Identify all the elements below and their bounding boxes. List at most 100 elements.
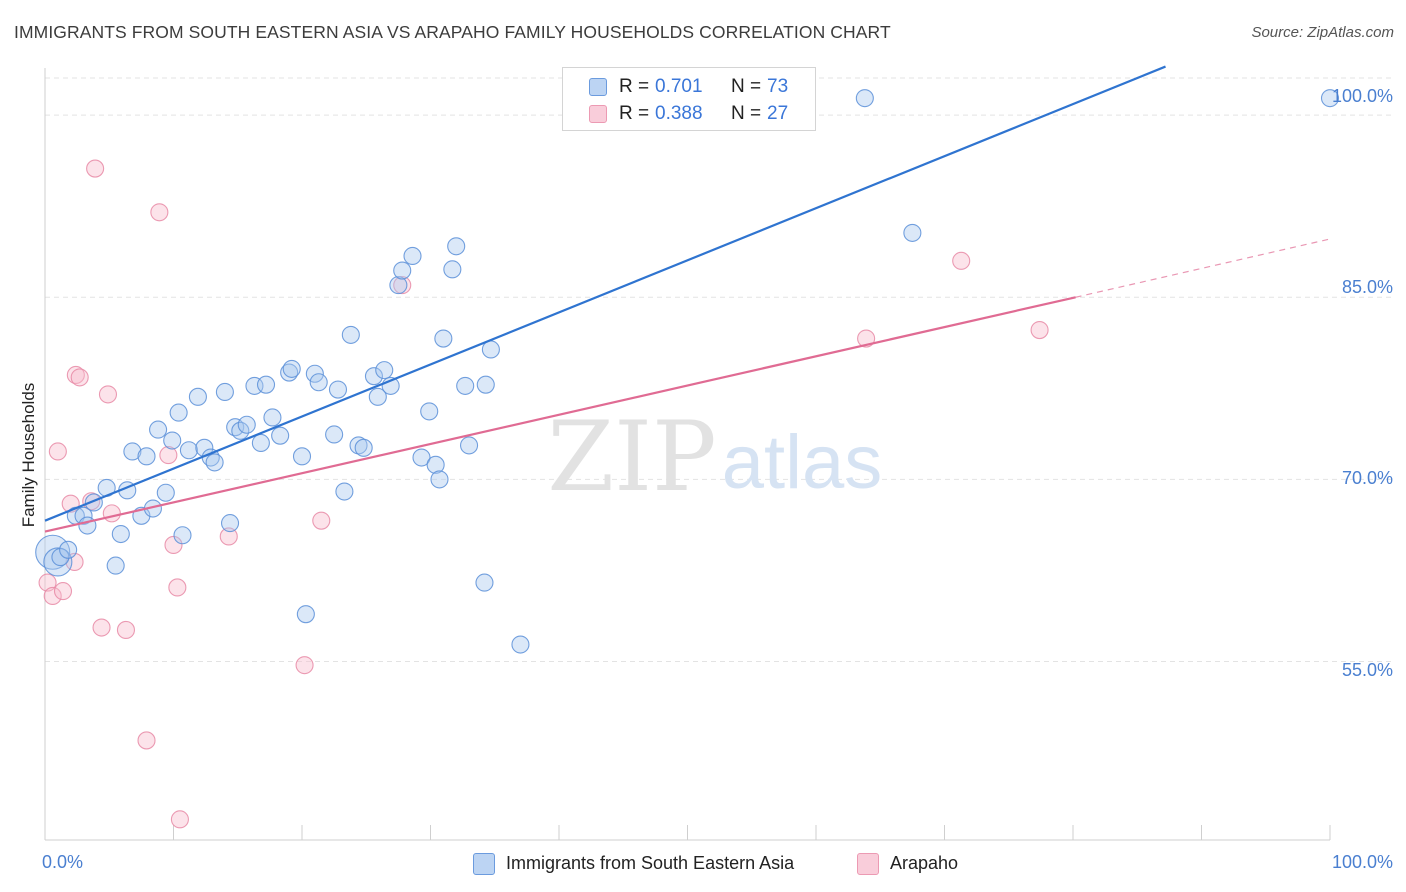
data-point bbox=[215, 382, 234, 402]
trend-line-sea bbox=[44, 65, 1166, 522]
legend-swatch-arapaho bbox=[589, 105, 607, 123]
legend-r-label: R = bbox=[619, 76, 650, 97]
data-point bbox=[137, 731, 156, 750]
data-point bbox=[1320, 89, 1340, 108]
data-point bbox=[251, 433, 270, 453]
y-axis-label: Family Households bbox=[19, 382, 38, 528]
data-point bbox=[205, 453, 224, 472]
trend-layer bbox=[44, 65, 1331, 533]
data-point bbox=[456, 376, 475, 395]
data-point bbox=[328, 380, 348, 399]
data-point bbox=[92, 618, 111, 637]
data-point bbox=[855, 89, 874, 108]
data-point bbox=[98, 385, 118, 404]
data-point bbox=[86, 159, 105, 178]
bottom-legend-label: Immigrants from South Eastern Asia bbox=[506, 853, 795, 873]
data-point bbox=[168, 578, 187, 597]
data-point bbox=[375, 361, 394, 380]
data-point bbox=[296, 605, 315, 624]
data-point bbox=[43, 547, 73, 577]
data-point bbox=[282, 359, 301, 378]
data-point bbox=[70, 368, 89, 387]
data-point bbox=[263, 408, 282, 427]
data-point bbox=[150, 203, 169, 222]
data-point bbox=[237, 415, 256, 434]
data-point bbox=[164, 535, 183, 555]
bottom-legend-swatch-sea bbox=[473, 853, 495, 875]
data-point bbox=[305, 364, 324, 383]
data-point bbox=[159, 446, 178, 465]
data-point bbox=[459, 436, 479, 455]
data-point bbox=[170, 810, 189, 829]
data-point bbox=[220, 514, 240, 533]
data-point bbox=[256, 375, 276, 394]
data-point bbox=[434, 329, 453, 348]
x-tick-label: 0.0% bbox=[42, 852, 84, 872]
bottom-legend-label: Arapaho bbox=[890, 853, 959, 873]
data-point bbox=[156, 483, 175, 502]
legend-n-value: 27 bbox=[767, 103, 789, 124]
watermark-atlas: atlas bbox=[722, 420, 883, 505]
data-point bbox=[111, 524, 130, 544]
bottom-legend: Immigrants from South Eastern Asia Arapa… bbox=[0, 852, 1406, 878]
data-point bbox=[426, 455, 445, 474]
data-point bbox=[475, 573, 494, 592]
data-point bbox=[51, 548, 70, 567]
legend-n-value: 73 bbox=[767, 76, 789, 97]
data-point bbox=[476, 375, 495, 394]
data-point bbox=[38, 573, 57, 592]
legend-r-label: R = bbox=[619, 103, 650, 124]
data-point bbox=[368, 387, 387, 406]
data-point bbox=[443, 260, 462, 279]
y-tick-label: 85.0% bbox=[1341, 277, 1393, 297]
data-point bbox=[106, 556, 125, 575]
legend-row-arapaho: R = 0.388 N = 27 bbox=[563, 102, 815, 128]
data-point bbox=[116, 620, 136, 639]
watermark: ZIP atlas bbox=[547, 401, 882, 513]
data-point bbox=[74, 506, 93, 525]
axis-layer bbox=[44, 68, 1331, 841]
data-point bbox=[903, 223, 922, 242]
legend-n-label: N = bbox=[731, 103, 762, 124]
legend-n-label: N = bbox=[731, 76, 762, 97]
trend-line-arapaho bbox=[44, 296, 1076, 533]
data-point bbox=[354, 438, 373, 457]
bottom-legend-swatch-arapaho bbox=[857, 853, 879, 875]
data-point bbox=[43, 586, 62, 606]
data-point bbox=[292, 447, 312, 466]
data-point bbox=[309, 373, 328, 392]
trend-line-arapaho-extension bbox=[1075, 238, 1331, 298]
data-point bbox=[420, 402, 439, 421]
data-point bbox=[341, 325, 360, 344]
data-point bbox=[1030, 320, 1049, 340]
legend-row-sea: R = 0.701 N = 73 bbox=[563, 75, 815, 101]
data-point bbox=[102, 504, 121, 523]
watermark-zip: ZIP bbox=[547, 401, 716, 513]
data-point bbox=[163, 431, 182, 450]
y-tick-label: 70.0% bbox=[1341, 468, 1393, 488]
grid-layer bbox=[45, 77, 1395, 663]
data-point bbox=[393, 276, 412, 295]
legend: R = 0.701 N = 73 R = 0.388 N = 27 bbox=[562, 67, 816, 131]
data-point bbox=[403, 246, 422, 266]
data-point bbox=[393, 261, 412, 280]
data-point bbox=[364, 367, 384, 386]
data-point bbox=[295, 656, 314, 675]
data-point bbox=[335, 482, 354, 501]
data-point bbox=[137, 447, 156, 466]
data-point bbox=[179, 441, 198, 460]
data-point bbox=[226, 418, 245, 437]
data-point bbox=[59, 540, 78, 559]
data-point bbox=[169, 403, 188, 422]
chart-title: IMMIGRANTS FROM SOUTH EASTERN ASIA VS AR… bbox=[14, 22, 891, 42]
data-point bbox=[511, 635, 530, 654]
data-point bbox=[53, 582, 73, 601]
data-point bbox=[325, 425, 344, 444]
data-point bbox=[188, 387, 207, 406]
data-point bbox=[430, 470, 449, 489]
x-tick-label: 100.0% bbox=[1331, 852, 1393, 872]
data-point bbox=[173, 526, 192, 545]
data-point bbox=[149, 420, 168, 439]
data-point bbox=[312, 511, 331, 530]
